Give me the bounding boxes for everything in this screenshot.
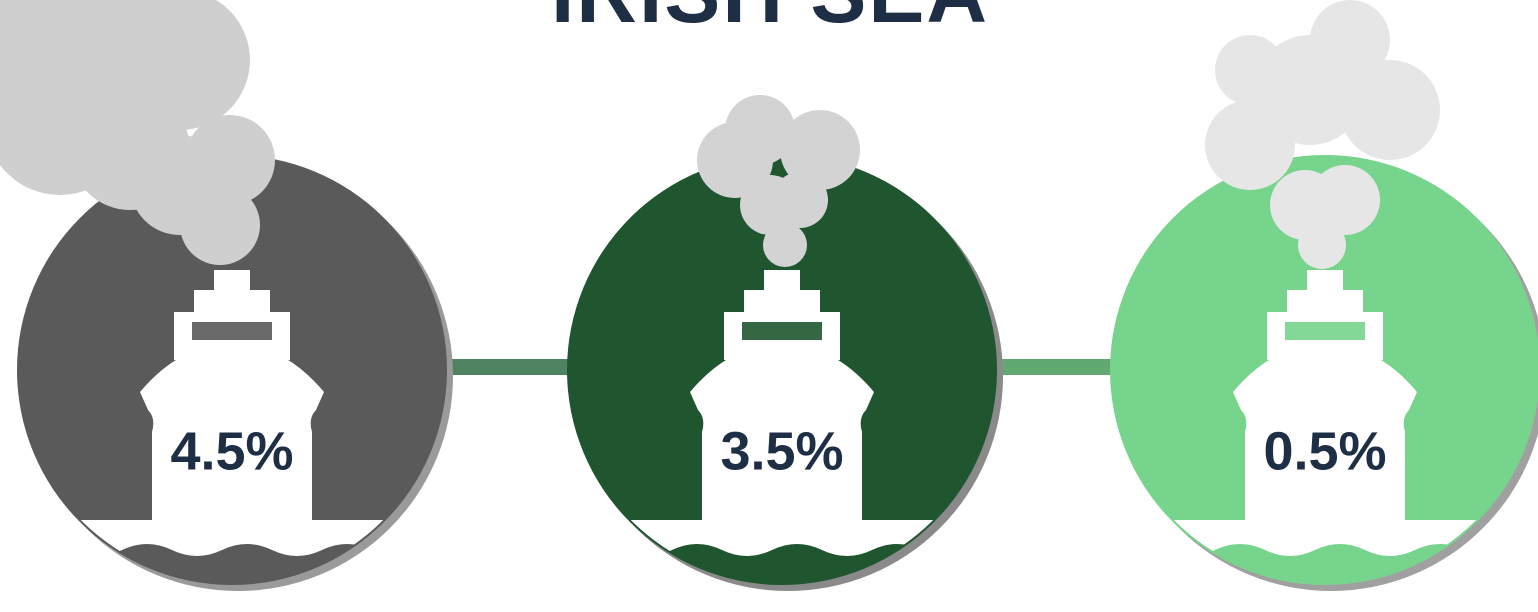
smoke: [1205, 0, 1440, 269]
ship-card: 3.5%: [562, 155, 1003, 591]
ship-card: 0.5%: [1105, 155, 1538, 591]
percentage: 4.5%: [170, 421, 293, 481]
smoke: [697, 95, 860, 267]
percentage: 0.5%: [1263, 421, 1386, 481]
ship-card: 4.5%: [12, 155, 453, 591]
percentage: 3.5%: [720, 421, 843, 481]
title: IRISH SEA: [551, 0, 989, 40]
smoke: [0, 0, 275, 265]
